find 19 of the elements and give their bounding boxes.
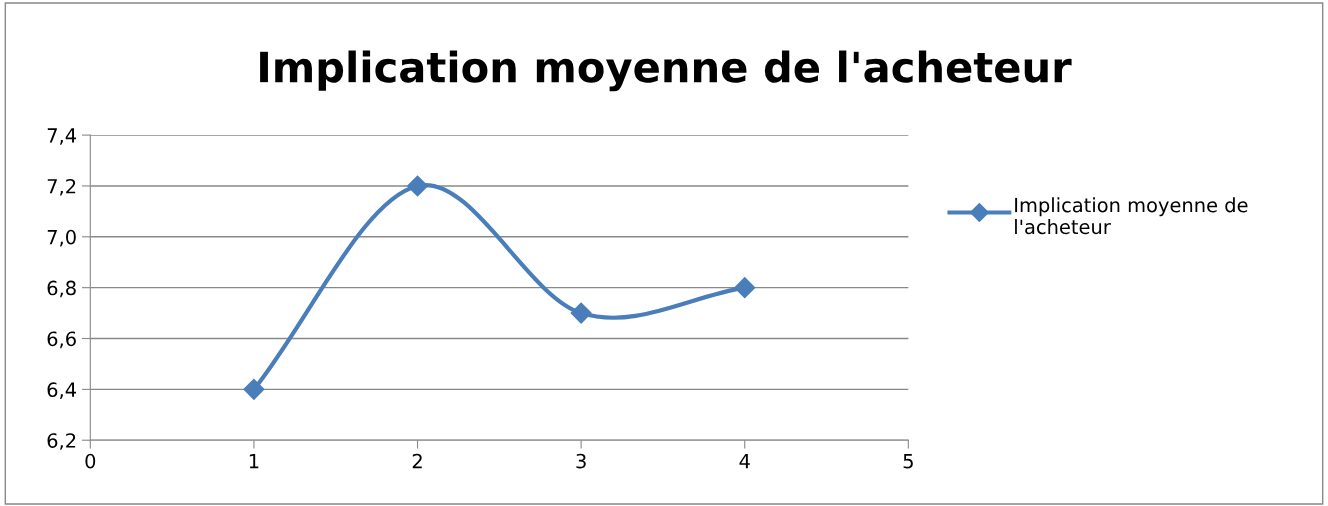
y-tick-label: 7,2 <box>47 178 76 196</box>
x-tick-label: 4 <box>739 454 750 469</box>
y-tick-label: 6,8 <box>47 280 76 298</box>
y-tick-label: 6,4 <box>47 382 77 400</box>
point <box>407 175 429 197</box>
chart-title: Implication moyenne de l'acheteur <box>260 50 1072 92</box>
x-tick-label: 2 <box>412 453 422 469</box>
y-tick-label: 7,4 <box>47 128 77 145</box>
y-tick-label: 6,2 <box>47 433 76 450</box>
point <box>570 302 592 324</box>
point <box>243 378 265 400</box>
x-tick-label: 0 <box>85 453 96 469</box>
x-tick-label: 3 <box>576 453 586 469</box>
x-tick-label: 1 <box>249 454 259 469</box>
y-tick-label: 7,0 <box>47 229 76 247</box>
x-tick-label: 5 <box>903 454 913 469</box>
legend-label: Implication moyenne de l'acheteur <box>1015 197 1248 235</box>
point <box>734 277 756 299</box>
y-tick-label: 6,6 <box>47 331 76 349</box>
